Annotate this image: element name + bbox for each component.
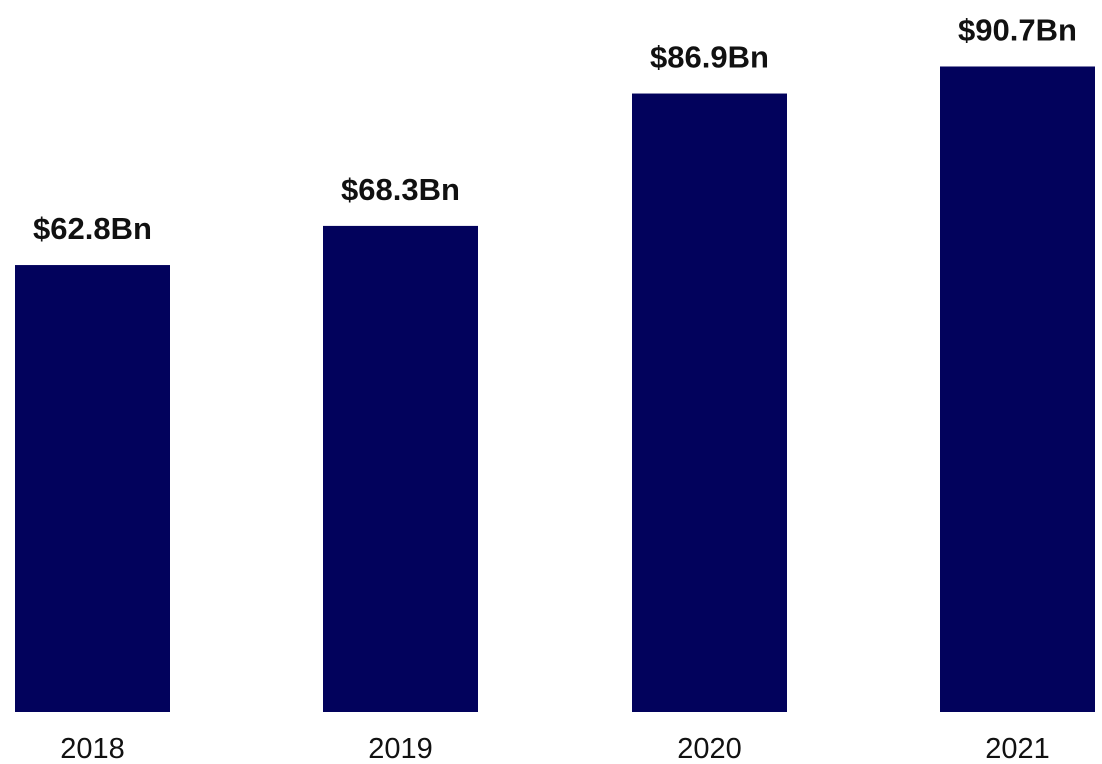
value-labels-group: $62.8Bn $68.3Bn $86.9Bn $90.7Bn [33,12,1077,246]
value-label-2018: $62.8Bn [33,211,152,246]
bar-2020 [632,93,787,712]
x-tick-label-2018: 2018 [60,733,125,764]
x-tick-label-2019: 2019 [368,733,433,764]
bar-2018 [15,265,170,712]
x-tick-label-2020: 2020 [677,733,742,764]
value-label-2020: $86.9Bn [650,40,769,75]
bar-2019 [323,225,478,712]
value-label-2021: $90.7Bn [958,12,1077,47]
bars-group [15,66,1095,712]
x-tick-label-2021: 2021 [985,733,1050,764]
value-label-2019: $68.3Bn [341,172,460,207]
x-axis-ticks-group: 2018 2019 2020 2021 [60,733,1050,764]
bar-2021 [940,66,1095,712]
